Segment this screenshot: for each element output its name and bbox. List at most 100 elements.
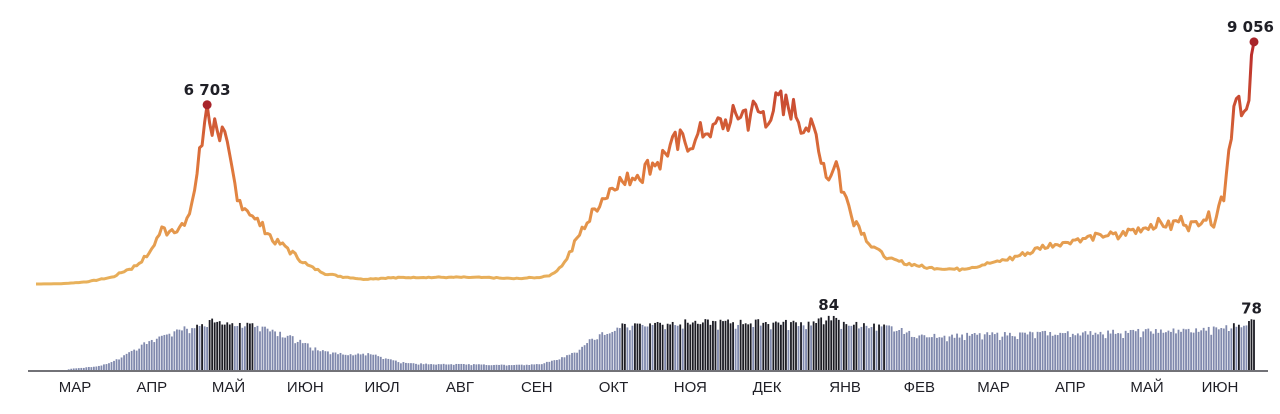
daily-bar	[415, 363, 417, 370]
daily-bar	[1036, 331, 1039, 370]
daily-bar	[485, 365, 488, 370]
daily-bar	[722, 321, 724, 370]
daily-bar	[1172, 328, 1175, 370]
daily-bar	[1149, 331, 1152, 370]
daily-bar	[986, 332, 989, 370]
daily-bar	[863, 323, 865, 370]
daily-bar	[978, 333, 981, 370]
daily-bar	[528, 364, 531, 370]
daily-bar	[475, 364, 478, 370]
daily-bar	[191, 328, 193, 370]
daily-bar	[729, 323, 732, 370]
daily-bar	[103, 364, 105, 370]
daily-bar	[281, 337, 284, 370]
month-tick-label: МАР	[977, 379, 1010, 396]
daily-bar	[762, 322, 765, 370]
daily-bar	[1029, 331, 1031, 370]
daily-bar	[1021, 332, 1024, 370]
daily-bar	[646, 326, 649, 370]
bar-value-label: 84	[818, 296, 839, 314]
daily-bar	[1059, 332, 1062, 370]
daily-bar	[946, 341, 948, 370]
daily-bar	[206, 327, 209, 370]
daily-bar	[749, 323, 752, 370]
daily-bar	[991, 332, 994, 370]
month-labels: МАР АПР МАЙ ИЮН ИЮЛ АВГ СЕН ОКТ НОЯ ДЕК ЯНВ ФЕВ МАР А…	[59, 378, 1239, 396]
daily-bar	[299, 339, 302, 370]
daily-bar	[830, 320, 833, 370]
daily-bar	[779, 324, 782, 370]
daily-bar	[125, 353, 128, 370]
daily-bar	[616, 327, 619, 370]
daily-bar	[936, 337, 938, 370]
daily-bar	[432, 364, 435, 370]
daily-bar	[261, 326, 264, 370]
daily-bar	[271, 329, 274, 370]
daily-bar	[198, 325, 201, 370]
daily-bar	[75, 368, 78, 370]
daily-bar	[382, 359, 385, 370]
daily-bar	[553, 360, 556, 370]
daily-bar	[1061, 333, 1064, 370]
daily-bar	[314, 347, 317, 370]
daily-bar	[256, 325, 259, 370]
daily-bar	[764, 322, 767, 370]
daily-bar	[329, 354, 332, 370]
daily-bar	[188, 333, 191, 370]
daily-bar	[870, 327, 873, 370]
daily-bar	[754, 319, 757, 370]
daily-bar	[470, 365, 473, 370]
daily-bar	[681, 328, 684, 370]
daily-bar	[860, 326, 863, 370]
daily-bar	[362, 353, 365, 370]
daily-bar	[596, 339, 599, 370]
daily-bar	[193, 328, 196, 370]
daily-bar	[77, 368, 80, 370]
daily-bar	[1134, 331, 1137, 370]
daily-bar	[737, 324, 740, 370]
daily-bar	[130, 350, 133, 370]
daily-bar	[1129, 330, 1132, 370]
daily-bar	[1232, 323, 1235, 370]
daily-bar	[1087, 334, 1089, 370]
daily-bar	[535, 364, 538, 370]
daily-bar	[1081, 332, 1084, 370]
daily-bar	[530, 364, 533, 370]
daily-bar	[1084, 331, 1087, 370]
daily-bar	[347, 355, 349, 370]
daily-bar	[319, 351, 322, 370]
daily-bar	[996, 332, 999, 370]
daily-bar	[128, 352, 131, 370]
daily-bar	[883, 324, 885, 370]
daily-bar	[92, 366, 95, 370]
daily-bar	[1026, 334, 1029, 370]
daily-bar	[686, 322, 689, 370]
daily-bar	[490, 365, 493, 370]
daily-bar	[488, 365, 490, 370]
daily-bar	[875, 330, 878, 370]
daily-bar	[410, 363, 412, 370]
daily-bar	[820, 317, 823, 370]
daily-bar	[603, 334, 606, 370]
daily-bar	[274, 331, 276, 370]
daily-bar	[196, 324, 198, 370]
daily-bar	[905, 332, 908, 370]
daily-bar	[399, 363, 402, 370]
daily-bar	[696, 323, 699, 370]
daily-bar	[747, 324, 750, 370]
daily-bar	[543, 363, 546, 370]
daily-bar	[218, 321, 221, 370]
peak-value-label: 9 056	[1227, 18, 1274, 36]
daily-bar	[769, 329, 772, 370]
month-tick-label: МАЙ	[212, 378, 245, 396]
daily-bar	[67, 369, 70, 370]
daily-bar	[327, 351, 329, 370]
daily-bar	[601, 332, 604, 370]
daily-bar	[158, 336, 161, 370]
daily-bar	[1064, 333, 1067, 370]
daily-bar	[556, 360, 558, 370]
daily-bar	[1014, 336, 1016, 370]
daily-bar	[384, 358, 387, 370]
daily-bar	[807, 321, 810, 370]
daily-bar	[447, 364, 450, 370]
